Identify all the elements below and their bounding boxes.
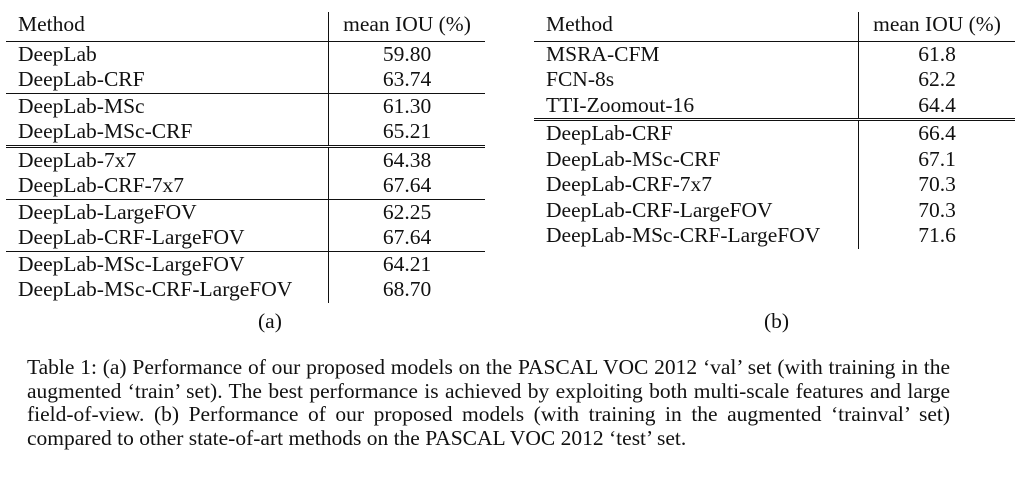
- results-table-b: Method mean IOU (%) MSRA-CFM 61.8 FCN-8s 6…: [534, 12, 1015, 249]
- score-cell: 70.3: [918, 172, 956, 196]
- method-cell: DeepLab-CRF-LargeFOV: [6, 225, 329, 251]
- score-cell: 67.64: [382, 225, 432, 249]
- method-cell: DeepLab: [6, 40, 329, 67]
- results-table-a: Method mean IOU (%) DeepLab 59.80 DeepLab…: [6, 12, 485, 303]
- score-cell: 63.74: [382, 67, 432, 91]
- method-cell: DeepLab-CRF-LargeFOV: [534, 197, 859, 223]
- mean-iou-header: mean IOU (%): [858, 12, 1015, 42]
- score-cell: 71.6: [918, 223, 956, 247]
- table-caption: Table 1: (a) Performance of our proposed…: [27, 355, 950, 450]
- method-cell: DeepLab-MSc-CRF-LargeFOV: [534, 223, 859, 249]
- score-cell: 64.4: [918, 92, 956, 117]
- score-cell: 61.30: [328, 92, 485, 119]
- method-cell: FCN-8s: [534, 67, 859, 93]
- method-cell: TTI-Zoomout-16: [534, 92, 859, 120]
- score-cell: 62.25: [328, 198, 485, 225]
- method-header: Method: [534, 12, 859, 42]
- method-cell: DeepLab-LargeFOV: [6, 198, 329, 225]
- score-cell: 70.3: [918, 197, 956, 222]
- score-cell: 64.21: [328, 250, 485, 277]
- score-cell: 67.64: [382, 173, 432, 197]
- score-cell: 64.38: [328, 144, 485, 173]
- table-a-label: (a): [258, 309, 282, 333]
- method-cell: DeepLab-CRF: [6, 67, 329, 93]
- score-cell: 65.21: [382, 119, 432, 143]
- method-cell: MSRA-CFM: [534, 40, 859, 67]
- method-cell: DeepLab-MSc-CRF: [534, 146, 859, 172]
- method-cell: DeepLab-CRF-7x7: [6, 173, 329, 199]
- score-cell: 59.80: [328, 40, 485, 67]
- score-cell: 61.8: [858, 40, 1015, 67]
- score-cell: 62.2: [918, 67, 956, 91]
- score-cell: 66.4: [858, 118, 1015, 147]
- score-cell: 67.1: [918, 146, 956, 171]
- method-header: Method: [6, 12, 329, 42]
- method-cell: DeepLab-MSc-CRF-LargeFOV: [6, 277, 329, 303]
- method-cell: DeepLab-CRF: [534, 118, 859, 147]
- method-cell: DeepLab-CRF-7x7: [534, 172, 859, 198]
- table-b-label: (b): [764, 309, 790, 333]
- mean-iou-header: mean IOU (%): [328, 12, 485, 42]
- method-cell: DeepLab-MSc-LargeFOV: [6, 250, 329, 277]
- score-cell: 68.70: [382, 277, 432, 301]
- method-cell: DeepLab-7x7: [6, 144, 329, 173]
- method-cell: DeepLab-MSc-CRF: [6, 119, 329, 146]
- method-cell: DeepLab-MSc: [6, 92, 329, 119]
